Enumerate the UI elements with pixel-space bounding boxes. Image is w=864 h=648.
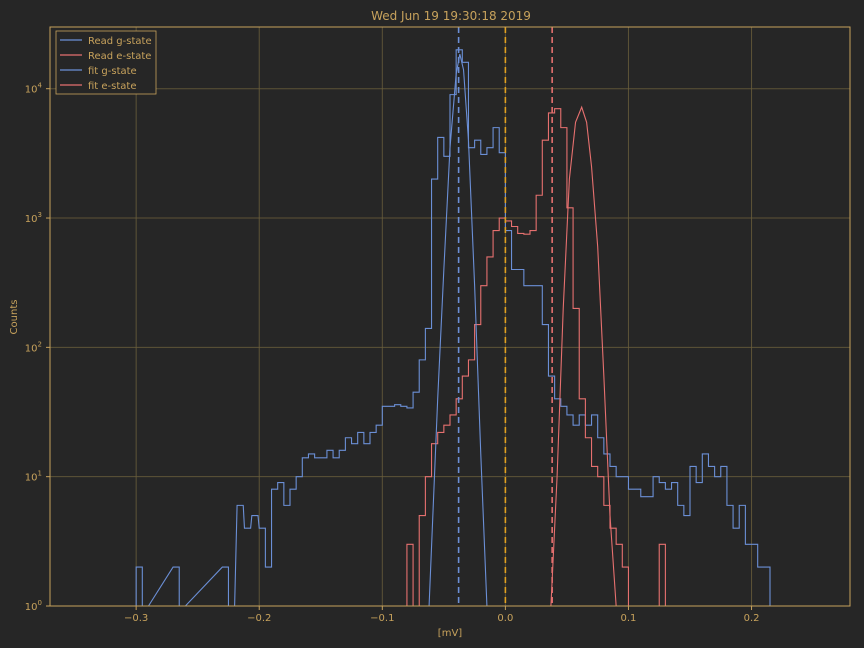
series-layer (135, 49, 771, 607)
y-tick-label: 104 (25, 82, 43, 96)
x-tick-label: 0.2 (744, 613, 760, 624)
series-fit-g-state (428, 54, 488, 607)
y-tick-label: 102 (25, 340, 42, 354)
x-tick-label: 0.1 (621, 613, 637, 624)
chart-title: Wed Jun 19 19:30:18 2019 (371, 9, 531, 23)
legend-label: Read e-state (88, 51, 151, 62)
y-axis: 100 101 102 103 104 (25, 82, 50, 613)
series-read-g-state (135, 49, 771, 607)
legend-label: Read g-state (88, 36, 152, 47)
y-tick-label: 100 (25, 599, 42, 613)
legend-box (55, 30, 157, 95)
x-axis: −0.3 −0.2 −0.1 0.0 0.1 0.2 (124, 606, 759, 624)
x-tick-label: 0.0 (497, 613, 513, 624)
x-tick-label: −0.1 (370, 613, 394, 624)
x-tick-label: −0.2 (247, 613, 271, 624)
threshold-lines (457, 27, 553, 606)
legend: Read g-state Read e-state fit g-state fit e… (55, 30, 157, 95)
legend-label: fit g-state (88, 66, 137, 77)
x-tick-label: −0.3 (124, 613, 148, 624)
legend-label: fit e-state (88, 81, 137, 92)
y-axis-label: Counts (9, 300, 20, 335)
y-tick-label: 101 (25, 470, 42, 484)
series-read-e-state (406, 108, 672, 607)
series-fit-e-state (550, 105, 617, 607)
plot-frame (49, 26, 851, 607)
y-tick-label: 103 (25, 211, 42, 225)
x-axis-label: [mV] (438, 628, 462, 639)
